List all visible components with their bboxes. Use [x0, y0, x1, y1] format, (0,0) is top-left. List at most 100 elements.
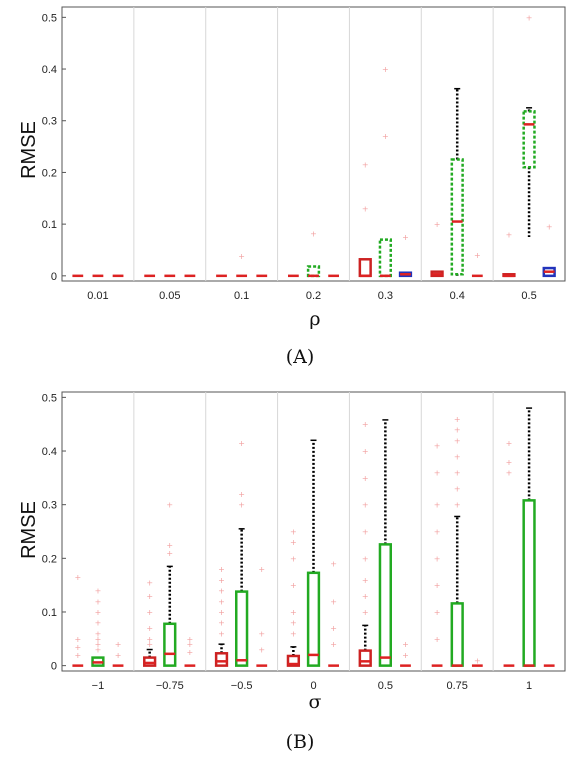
outlier-point: +: [434, 501, 441, 510]
y-tick-label: 0.5: [42, 12, 57, 24]
outlier-point: +: [74, 651, 81, 660]
outlier-point: +: [330, 640, 337, 649]
x-tick-label: 0.5: [521, 290, 536, 302]
y-tick-label: 0.3: [42, 116, 57, 128]
y-tick-label: 0: [51, 271, 57, 283]
outlier-point: +: [95, 629, 102, 638]
outlier-point: +: [74, 643, 81, 652]
outlier-point: +: [95, 635, 102, 644]
outlier-point: +: [166, 541, 173, 550]
y-tick-label: 0.2: [42, 167, 57, 179]
outlier-point: +: [290, 528, 297, 537]
outlier-point: +: [362, 474, 369, 483]
outlier-point: +: [258, 646, 265, 655]
plot-frame: [61, 6, 566, 282]
outlier-point: +: [362, 420, 369, 429]
outlier-point: +: [146, 592, 153, 601]
box-iqr: [358, 649, 372, 667]
outlier-point: +: [238, 490, 245, 499]
caption-a: (A): [286, 346, 315, 368]
x-tick-label: 0.3: [378, 290, 393, 302]
box-iqr: [214, 652, 229, 667]
box-iqr: [235, 590, 249, 667]
box-iqr: [163, 622, 177, 667]
outlier-point: +: [434, 442, 441, 451]
outlier-point: +: [362, 592, 369, 601]
outlier-point: +: [362, 447, 369, 456]
outlier-point: +: [310, 229, 317, 238]
outlier-point: +: [218, 629, 225, 638]
outlier-point: +: [218, 619, 225, 628]
outlier-point: +: [454, 436, 461, 445]
outlier-point: +: [362, 528, 369, 537]
outlier-point: +: [218, 576, 225, 585]
y-axis-label-b: RMSE: [18, 501, 40, 559]
outlier-point: +: [166, 549, 173, 558]
outlier-point: +: [506, 458, 513, 467]
y-axis-label-a: RMSE: [18, 121, 40, 179]
x-axis-label-b: σ: [309, 691, 322, 713]
outlier-point: +: [95, 640, 102, 649]
x-tick-label: 0.1: [234, 290, 249, 302]
outlier-point: +: [506, 230, 513, 239]
outlier-point: +: [290, 554, 297, 563]
box-iqr: [522, 499, 536, 667]
outlier-point: +: [362, 554, 369, 563]
outlier-point: +: [95, 608, 102, 617]
outlier-point: +: [454, 468, 461, 477]
y-tick-label: 0.2: [42, 553, 57, 565]
outlier-point: +: [454, 452, 461, 461]
outlier-point: +: [95, 587, 102, 596]
outlier-point: +: [238, 501, 245, 510]
outlier-point: +: [454, 501, 461, 510]
box-iqr: [450, 602, 464, 667]
x-tick-label: 0.4: [450, 290, 465, 302]
outlier-point: +: [506, 468, 513, 477]
outlier-point: +: [218, 608, 225, 617]
outlier-point: +: [238, 439, 245, 448]
outlier-point: +: [382, 65, 389, 74]
x-tick-label: 0.05: [159, 290, 180, 302]
outlier-point: +: [166, 501, 173, 510]
box-iqr: [378, 543, 392, 667]
y-tick-label: 0.4: [42, 446, 57, 458]
outlier-point: +: [258, 565, 265, 574]
outlier-point: +: [290, 581, 297, 590]
outlier-point: +: [434, 581, 441, 590]
outlier-point: +: [362, 205, 369, 214]
outlier-point: +: [146, 578, 153, 587]
outlier-point: +: [218, 597, 225, 606]
box-iqr: [143, 656, 157, 667]
outlier-point: +: [146, 640, 153, 649]
boxplot-chart-a: 0 0.1 0.2 0.3 0.4 0.5 0.01 0.05 0.1 0.2 0.3 0.4 0.5 +…: [18, 6, 566, 368]
outlier-point: +: [146, 624, 153, 633]
outlier-point: +: [362, 501, 369, 510]
outlier-point: +: [402, 640, 409, 649]
boxplot-chart-b: 00.10.20.30.40.5−1 −0.75 −0.5 0 0.5 0.75 1++++…: [18, 391, 566, 753]
y-tick-label: 0.3: [42, 500, 57, 512]
outlier-point: +: [146, 608, 153, 617]
outlier-point: +: [187, 640, 194, 649]
outlier-point: +: [454, 426, 461, 435]
outlier-point: +: [218, 565, 225, 574]
outlier-point: +: [454, 485, 461, 494]
x-tick-label: 0.75: [447, 680, 468, 692]
box-iqr: [378, 238, 392, 278]
outlier-point: +: [546, 223, 553, 232]
y-tick-label: 0.1: [42, 607, 57, 619]
box-iqr: [450, 158, 464, 276]
outlier-point: +: [290, 619, 297, 628]
outlier-point: +: [115, 640, 122, 649]
outlier-point: +: [187, 635, 194, 644]
outlier-point: +: [474, 656, 481, 665]
caption-b: (B): [286, 731, 315, 753]
outlier-point: +: [95, 619, 102, 628]
outlier-point: +: [362, 608, 369, 617]
x-axis-label-a: ρ: [309, 308, 320, 330]
y-tick-label: 0: [51, 661, 57, 673]
outlier-point: +: [434, 468, 441, 477]
plot-frame: [61, 391, 566, 672]
x-tick-label: 1: [526, 680, 532, 692]
outlier-point: +: [402, 233, 409, 242]
outlier-point: +: [434, 220, 441, 229]
